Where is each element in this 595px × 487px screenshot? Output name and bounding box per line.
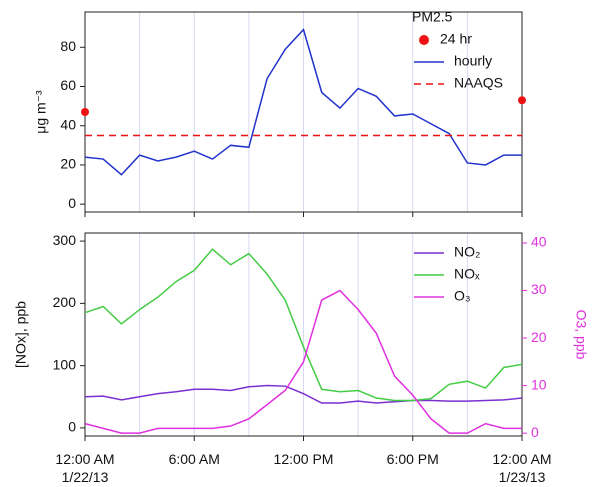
legend-title: PM2.5 <box>412 9 453 25</box>
y2-tick-label: 20 <box>531 329 547 345</box>
y-tick-label: 60 <box>60 77 76 93</box>
legend-label: 24 hr <box>440 31 472 47</box>
y-tick-label: 200 <box>53 294 77 310</box>
x-tick-label: 6:00 PM <box>387 451 439 467</box>
y-tick-label: 0 <box>68 419 76 435</box>
series-line <box>84 289 522 434</box>
series-line <box>84 248 523 402</box>
y-axis-label: [NOx], ppb <box>13 301 29 368</box>
legend-label: NO₂ <box>454 244 480 260</box>
y2-tick-label: 10 <box>531 376 547 392</box>
x-tick-label: 6:00 AM <box>169 451 220 467</box>
y-tick-label: 0 <box>68 195 76 211</box>
x-tick-label: 12:00 PM <box>274 451 334 467</box>
x-tick-label: 12:00 AM 1/23/13 <box>492 451 551 485</box>
legend-label: O₃ <box>454 288 471 304</box>
y-tick-label: 40 <box>60 116 76 132</box>
y-tick-label: 20 <box>60 156 76 172</box>
y2-tick-label: 40 <box>531 234 547 250</box>
y2-axis-label: O3, ppb <box>573 310 589 360</box>
legend-label: hourly <box>454 53 492 69</box>
y2-tick-label: 30 <box>531 281 547 297</box>
x-tick-label: 12:00 AM 1/22/13 <box>55 451 114 485</box>
data-point <box>81 108 89 116</box>
y-tick-label: 80 <box>60 38 76 54</box>
series-line <box>84 384 523 404</box>
series-line <box>84 28 522 176</box>
y-axis-label: μg m⁻³ <box>33 90 49 134</box>
legend-label: NAAQS <box>454 75 503 91</box>
y-tick-label: 300 <box>53 232 77 248</box>
legend-label: NOₓ <box>454 266 480 282</box>
y-tick-label: 100 <box>53 356 77 372</box>
legend-swatch <box>419 35 429 45</box>
y2-tick-label: 0 <box>531 424 539 440</box>
data-point <box>518 96 526 105</box>
